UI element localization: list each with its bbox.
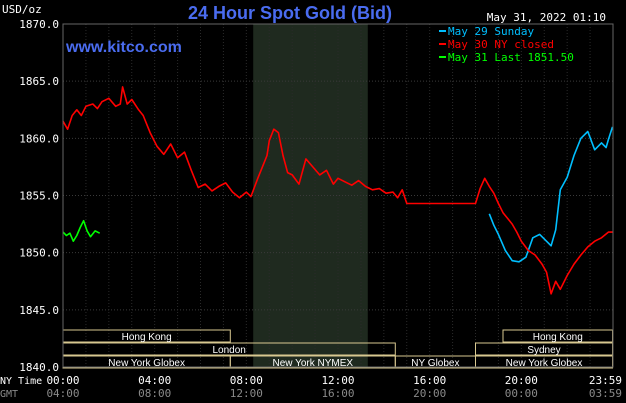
y-tick-label: 1860.0 — [19, 132, 59, 145]
session-label: NY Globex — [411, 358, 459, 369]
x-tick-label-gmt: 00:00 — [505, 387, 538, 400]
x-axis-label-ny: NY Time — [0, 376, 42, 387]
x-axis-label-gmt: GMT — [0, 389, 18, 400]
session-label: New York Globex — [108, 358, 185, 369]
legend-label-2: May 30 NY closed — [448, 38, 554, 51]
series-may30-ny-closed — [62, 86, 613, 295]
x-tick-label-gmt: 08:00 — [138, 387, 171, 400]
y-tick-label: 1845.0 — [19, 304, 59, 317]
session-label: Hong Kong — [122, 332, 172, 343]
x-tick-label-gmt: 16:00 — [321, 387, 354, 400]
legend-label-1: May 29 Sunday — [448, 25, 534, 38]
x-tick-label-gmt: 04:00 — [46, 387, 79, 400]
y-tick-label: 1855.0 — [19, 190, 59, 203]
session-label: New York Globex — [506, 358, 583, 369]
x-tick-label-ny: 04:00 — [138, 374, 171, 387]
x-tick-label-ny: 16:00 — [413, 374, 446, 387]
series-may31-last — [62, 219, 101, 242]
x-tick-label-ny: 23:59 — [589, 374, 622, 387]
session-label: Hong Kong — [533, 332, 583, 343]
x-tick-label-ny: 08:00 — [230, 374, 263, 387]
y-tick-label: 1865.0 — [19, 75, 59, 88]
plot-frame — [62, 23, 614, 368]
y-tick-label: 1870.0 — [19, 18, 59, 31]
timestamp: May 31, 2022 01:10 — [487, 11, 606, 24]
legend: May 29 Sunday May 30 NY closed May 31 La… — [439, 25, 574, 64]
y-tick-label: 1840.0 — [19, 361, 59, 374]
x-tick-label-ny: 12:00 — [321, 374, 354, 387]
session-label: London — [212, 345, 245, 356]
y-tick-label: 1850.0 — [19, 247, 59, 260]
legend-label-3: May 31 Last 1851.50 — [448, 51, 574, 64]
series-may29-sunday — [488, 126, 614, 263]
y-unit-label: USD/oz — [2, 3, 42, 16]
x-tick-label-ny: 20:00 — [505, 374, 538, 387]
source-label: www.kitco.com — [65, 39, 182, 56]
x-tick-label-gmt: 12:00 — [230, 387, 263, 400]
chart-title: 24 Hour Spot Gold (Bid) — [188, 3, 392, 23]
session-label: New York NYMEX — [272, 358, 353, 369]
x-tick-label-ny: 00:00 — [46, 374, 79, 387]
session-label: Sydney — [527, 345, 560, 356]
x-tick-label-gmt: 20:00 — [413, 387, 446, 400]
x-tick-label-gmt: 03:59 — [589, 387, 622, 400]
